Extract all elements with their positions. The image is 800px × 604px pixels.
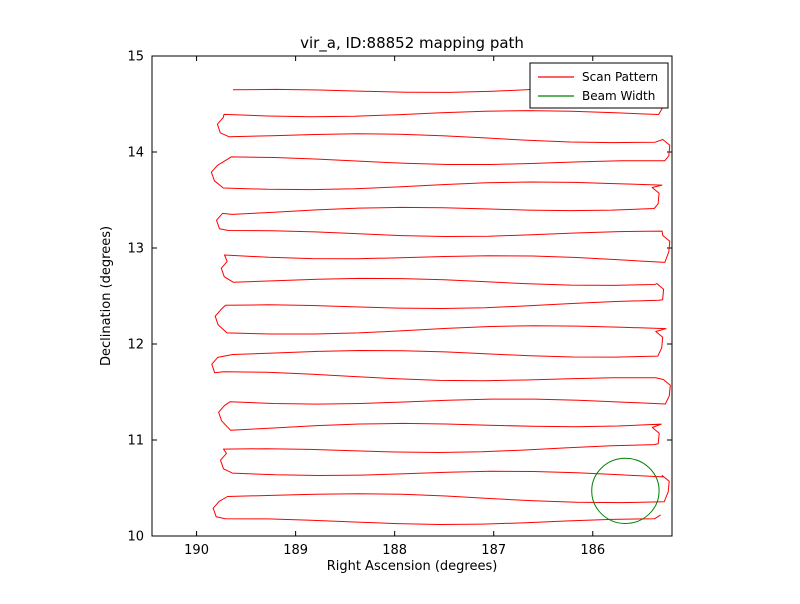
x-axis-label: Right Ascension (degrees) (327, 559, 498, 574)
y-axis-label: Declination (degrees) (99, 226, 114, 366)
y-tick-label: 10 (127, 530, 144, 545)
legend-label-beam-width: Beam Width (582, 89, 655, 103)
y-tick-label: 14 (127, 146, 144, 161)
legend-label-scan-pattern: Scan Pattern (582, 70, 658, 84)
plot-generated-layer: 190 189 188 187 186 10 11 12 13 14 15 (127, 50, 673, 558)
axes-frame (151, 55, 673, 537)
y-tick-label: 12 (127, 338, 144, 353)
y-tick-label: 13 (127, 242, 144, 257)
legend: Scan Pattern Beam Width (529, 62, 669, 109)
x-tick-label: 190 (184, 543, 209, 558)
scan-pattern-path (210, 83, 671, 525)
x-tick-label: 186 (580, 543, 605, 558)
legend-box (529, 62, 669, 109)
y-tick-label: 15 (127, 50, 144, 65)
x-tick-label: 187 (481, 543, 506, 558)
chart-title: vir_a, ID:88852 mapping path (300, 34, 524, 53)
y-tick-label: 11 (127, 434, 144, 449)
x-tick-label: 189 (283, 543, 308, 558)
beam-width-circle (591, 457, 660, 524)
x-tick-label: 188 (382, 543, 407, 558)
